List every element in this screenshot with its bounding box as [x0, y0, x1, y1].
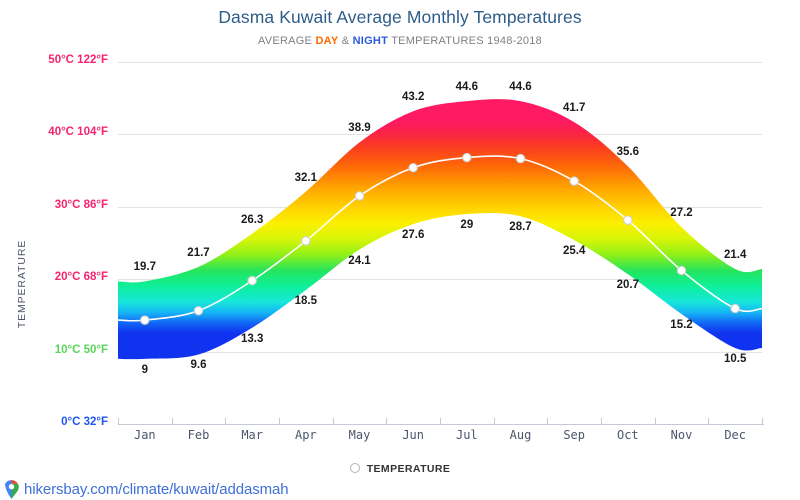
data-label-day: 43.2: [401, 91, 425, 104]
data-label-day: 27.2: [670, 207, 693, 220]
y-axis-tick-label: 30°C 86°F: [54, 198, 108, 211]
data-point-marker[interactable]: [623, 215, 633, 225]
plot-area: [117, 62, 763, 424]
data-label-night: 13.3: [240, 332, 264, 345]
legend-label: TEMPERATURE: [366, 463, 451, 475]
y-axis-title: TEMPERATURE: [16, 239, 28, 329]
x-axis-tick-dec: Dec: [724, 428, 746, 442]
gridline: [118, 279, 762, 280]
data-point-marker[interactable]: [193, 305, 204, 316]
x-axis-tick-mark: [762, 418, 763, 425]
x-axis-tick-mark: [547, 418, 548, 425]
data-label-night: 24.1: [348, 254, 371, 267]
data-point-marker[interactable]: [515, 153, 526, 164]
x-axis-tick-oct: Oct: [616, 428, 639, 442]
data-label-night: 28.7: [509, 221, 532, 234]
x-axis-tick-mark: [655, 418, 656, 425]
data-label-day: 32.1: [294, 171, 318, 184]
x-axis-tick-mark: [172, 418, 173, 425]
subtitle-pre: AVERAGE: [258, 35, 316, 47]
data-label-night: 18.5: [294, 295, 318, 308]
x-axis-tick-mark: [333, 418, 334, 425]
chart-legend[interactable]: TEMPERATURE: [0, 463, 800, 475]
data-label-day: 26.3: [240, 213, 264, 226]
x-axis-tick-mark: [118, 418, 119, 425]
x-axis-tick-mark: [279, 418, 280, 425]
x-axis-tick-mark: [225, 418, 226, 425]
gridline: [118, 62, 762, 63]
x-axis-tick-apr: Apr: [294, 428, 317, 442]
data-label-day: 19.7: [133, 261, 157, 274]
data-point-marker[interactable]: [730, 303, 740, 314]
y-axis-tick-label: 50°C 122°F: [48, 54, 108, 66]
data-label-night: 20.7: [616, 279, 640, 292]
data-label-day: 41.7: [562, 102, 586, 115]
data-point-marker[interactable]: [140, 315, 150, 325]
x-axis-tick-jan: Jan: [133, 428, 156, 442]
data-point-marker[interactable]: [676, 265, 687, 276]
y-axis-tick-label: 20°C 68°F: [54, 271, 108, 284]
x-axis-tick-mar: Mar: [241, 428, 263, 442]
x-axis-tick-jun: Jun: [402, 428, 424, 442]
data-label-night: 25.4: [562, 245, 586, 258]
data-point-marker[interactable]: [354, 191, 365, 201]
data-label-day: 44.6: [509, 81, 532, 94]
chart-subtitle: AVERAGE DAY & NIGHT TEMPERATURES 1948-20…: [0, 35, 800, 47]
data-label-night: 10.5: [723, 352, 747, 365]
temperature-range-area: [118, 99, 762, 360]
x-axis-tick-feb: Feb: [187, 428, 210, 442]
data-label-day: 21.4: [723, 249, 747, 262]
subtitle-post: TEMPERATURES 1948-2018: [388, 35, 542, 47]
map-pin-icon: [5, 479, 19, 499]
data-point-marker[interactable]: [301, 236, 311, 246]
x-axis-tick-jul: Jul: [455, 428, 478, 442]
x-axis-tick-sep: Sep: [563, 428, 585, 442]
x-axis-tick-aug: Aug: [509, 428, 532, 442]
subtitle-day: DAY: [315, 35, 339, 47]
temperature-band: [117, 99, 763, 360]
x-axis-tick-nov: Nov: [670, 428, 693, 442]
x-axis-tick-mark: [440, 418, 441, 425]
data-point-marker[interactable]: [408, 162, 418, 173]
x-axis-tick-mark: [494, 418, 495, 425]
data-point-marker[interactable]: [247, 275, 257, 286]
x-axis-line: [118, 424, 764, 425]
data-label-night: 27.6: [401, 229, 425, 242]
x-axis-tick-mark: [601, 418, 602, 425]
y-axis-tick-label: 0°C 32°F: [61, 416, 108, 428]
x-axis-tick-mark: [708, 418, 709, 425]
data-label-day: 38.9: [348, 122, 371, 135]
page-title: Dasma Kuwait Average Monthly Temperature…: [218, 7, 582, 27]
data-label-day: 21.7: [187, 246, 210, 259]
source-footer[interactable]: hikersbay.com/climate/kuwait/addasmah: [4, 478, 289, 500]
x-axis-tick-mark: [386, 418, 387, 425]
data-label-night: 9: [141, 363, 149, 376]
subtitle-amp: &: [338, 35, 353, 47]
x-axis-tick-may: May: [348, 428, 371, 442]
y-axis-tick-label: 40°C 104°F: [48, 126, 108, 139]
data-label-night: 29: [460, 219, 474, 232]
data-label-day: 35.6: [616, 146, 640, 159]
data-point-marker[interactable]: [569, 176, 579, 186]
circle-outline-icon: [349, 463, 360, 474]
y-axis-tick-label: 10°C 50°F: [54, 343, 108, 356]
data-point-marker[interactable]: [462, 152, 472, 163]
data-label-day: 44.6: [455, 81, 479, 94]
subtitle-night: NIGHT: [352, 35, 389, 47]
source-url[interactable]: hikersbay.com/climate/kuwait/addasmah: [24, 480, 289, 498]
data-label-night: 9.6: [190, 359, 207, 372]
gridline: [118, 352, 762, 353]
data-label-night: 15.2: [670, 318, 693, 331]
